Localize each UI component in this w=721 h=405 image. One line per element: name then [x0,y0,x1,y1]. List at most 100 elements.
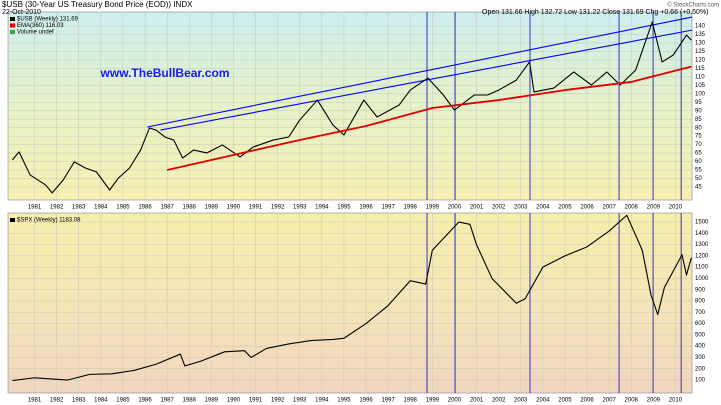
x-tick-label: 1990 [227,398,241,404]
bottom-panel [7,212,693,394]
y-tick-label: 55 [695,168,702,174]
trendline [160,29,693,131]
x-tick-label: 2008 [625,398,639,404]
legend-swatch [10,30,15,34]
x-tick-label: 1989 [205,205,219,211]
y-tick-label: 105 [695,83,706,89]
y-tick-label: 1200 [695,253,709,259]
x-tick-label: 1985 [116,398,130,404]
x-tick-label: 1981 [28,398,42,404]
x-tick-label: 2004 [536,398,550,404]
x-tick-label: 2003 [514,205,528,211]
x-tick-label: 2001 [470,398,484,404]
x-tick-label: 1999 [426,205,440,211]
y-tick-label: 125 [695,49,706,55]
legend-label: EMA(360) 116.03 [17,23,64,29]
y-tick-label: 90 [695,108,702,114]
x-tick-label: 1987 [160,205,174,211]
x-tick-label: 2007 [602,205,616,211]
x-tick-label: 2000 [448,205,462,211]
x-tick-label: 1986 [138,398,152,404]
x-tick-label: 1990 [227,205,241,211]
y-tick-label: 700 [695,310,706,316]
legend-swatch [10,218,15,222]
x-tick-label: 2006 [580,205,594,211]
x-tick-label: 2000 [448,398,462,404]
y-tick-label: 400 [695,344,706,350]
y-tick-label: 130 [695,41,706,47]
x-tick-label: 1982 [50,205,64,211]
x-tick-label: 1987 [160,398,174,404]
x-tick-label: 1997 [381,205,395,211]
y-tick-label: 70 [695,142,702,148]
y-tick-label: 60 [695,159,702,165]
x-tick-label: 1991 [249,398,263,404]
y-tick-label: 100 [695,91,706,97]
x-tick-label: 1983 [72,398,86,404]
series-line [166,65,692,171]
x-tick-label: 1992 [271,205,285,211]
x-tick-label: 1994 [315,205,329,211]
x-tick-label: 1999 [426,398,440,404]
x-tick-label: 1995 [337,205,351,211]
y-tick-label: 500 [695,332,706,338]
x-tick-label: 1985 [116,205,130,211]
legend-swatch [10,17,15,21]
x-tick-label: 2009 [647,398,661,404]
x-tick-label: 2002 [492,398,506,404]
y-tick-label: 110 [695,74,705,80]
y-tick-label: 1000 [695,276,709,282]
x-tick-label: 2007 [602,398,616,404]
x-tick-label: 1991 [249,205,263,211]
x-tick-label: 2002 [492,205,506,211]
x-tick-label: 2006 [580,398,594,404]
x-tick-label: 1996 [359,205,373,211]
y-tick-label: 140 [695,24,706,30]
quote: Open 131.66 High 132.72 Low 131.22 Close… [482,9,709,16]
y-tick-label: 1300 [695,242,709,248]
x-tick-label: 2010 [669,398,683,404]
y-tick-label: 75 [695,134,702,140]
x-tick-label: 1982 [50,398,64,404]
y-tick-label: 95 [695,100,702,106]
y-tick-label: 115 [695,66,705,72]
x-tick-label: 2001 [470,205,484,211]
x-tick-label: 1986 [138,205,152,211]
legend-label: $SPX (Weekly) 1183.08 [17,218,81,224]
series-line [12,214,692,382]
title: $USB (30-Year US Treasury Bond Price (EO… [2,0,193,9]
y-tick-label: 80 [695,125,702,131]
y-tick-label: 1500 [695,220,709,226]
x-tick-label: 2005 [558,398,572,404]
legend-swatch [10,23,15,28]
x-tick-label: 1994 [315,398,329,404]
x-tick-label: 1995 [337,398,351,404]
y-tick-label: 135 [695,32,706,38]
x-tick-label: 1993 [293,205,307,211]
legend-note: Volume undef [17,30,54,36]
x-tick-label: 1984 [94,205,108,211]
date: 22-Oct-2010 [2,9,41,16]
x-tick-label: 1996 [359,398,373,404]
y-tick-label: 85 [695,117,702,123]
x-tick-label: 2005 [558,205,572,211]
credit: © StockCharts.com [667,2,719,9]
y-tick-label: 300 [695,355,706,361]
x-tick-label: 1981 [28,205,42,211]
y-tick-label: 120 [695,58,706,64]
y-tick-label: 1100 [695,265,709,271]
x-tick-label: 1998 [404,205,418,211]
y-tick-label: 65 [695,151,702,157]
x-tick-label: 1983 [72,205,86,211]
x-tick-label: 1988 [183,205,197,211]
y-tick-label: 100 [695,378,706,384]
y-tick-label: 50 [695,176,702,182]
x-tick-label: 2003 [514,398,528,404]
y-tick-label: 1400 [695,231,709,237]
x-tick-label: 1988 [183,398,197,404]
x-tick-label: 1992 [271,398,285,404]
x-tick-label: 2008 [625,205,639,211]
y-tick-label: 900 [695,287,706,293]
x-tick-label: 2004 [536,205,550,211]
